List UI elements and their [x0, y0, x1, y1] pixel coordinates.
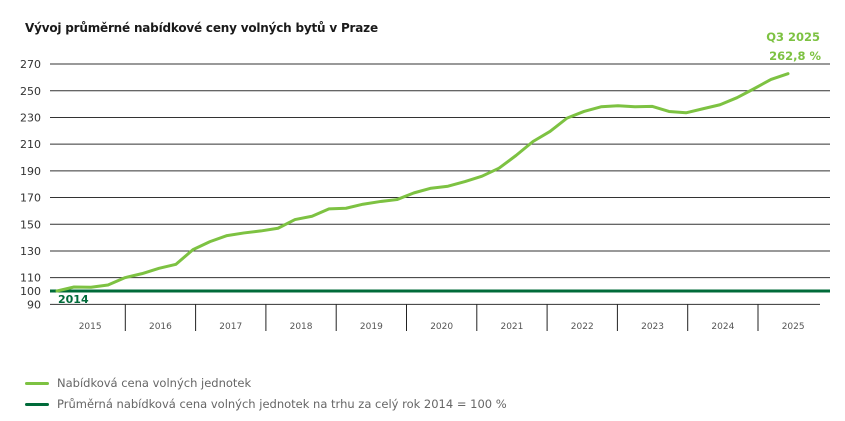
- y-tick-label: 100: [20, 285, 41, 298]
- x-tick-label: 2016: [149, 322, 172, 332]
- legend-item-baseline: Průměrná nabídková cena volných jednotek…: [25, 397, 507, 411]
- y-tick-label: 170: [20, 192, 41, 205]
- y-tick-label: 190: [20, 165, 41, 178]
- series-line-offer: [55, 72, 790, 293]
- y-tick-label: 90: [27, 298, 41, 311]
- legend-swatch-baseline: [25, 402, 49, 406]
- x-tick-label: 2019: [360, 322, 383, 332]
- x-tick-label: 2018: [290, 322, 313, 332]
- y-tick-label: 150: [20, 218, 41, 231]
- x-tick-label: 2015: [79, 322, 102, 332]
- y-tick-label: 210: [20, 138, 41, 151]
- y-tick-label: 270: [20, 58, 41, 71]
- x-tick-label: 2020: [430, 322, 453, 332]
- legend-swatch-offer: [25, 381, 49, 385]
- x-tick-label: 2017: [219, 322, 242, 332]
- x-tick-label: 2025: [782, 322, 805, 332]
- annotation-period: Q3 2025: [766, 30, 820, 44]
- y-tick-label: 110: [20, 272, 41, 285]
- chart-title: Vývoj průměrné nabídkové ceny volných by…: [25, 21, 378, 35]
- y-tick-label: 230: [20, 111, 41, 124]
- annotation-value: 262,8 %: [769, 49, 821, 63]
- legend-item-offer: Nabídková cena volných jednotek: [25, 376, 251, 390]
- legend-label-offer: Nabídková cena volných jednotek: [57, 376, 252, 390]
- x-tick-label: 2023: [641, 322, 664, 332]
- x-tick-label: 2024: [711, 322, 734, 332]
- x-tick-label: 2022: [571, 322, 594, 332]
- baseline-label: 2014: [58, 293, 89, 306]
- y-tick-label: 130: [20, 245, 41, 258]
- x-tick-label: 2021: [500, 322, 523, 332]
- legend-label-baseline: Průměrná nabídková cena volných jednotek…: [57, 397, 507, 411]
- y-tick-label: 250: [20, 85, 41, 98]
